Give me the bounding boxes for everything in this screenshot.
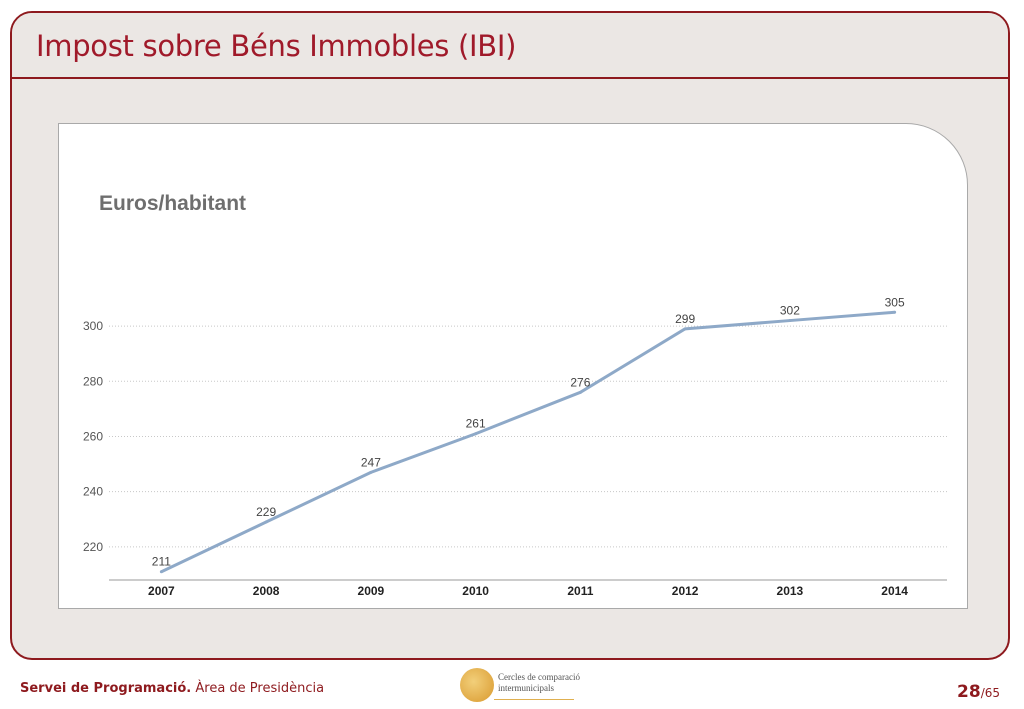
data-label-2013: 302 [780, 304, 800, 318]
page-total: /65 [980, 686, 1000, 700]
cercles-logo: Cercles de comparació intermunicipals [458, 666, 598, 706]
logo-line2: intermunicipals [498, 683, 554, 693]
page-number: 28/65 [957, 682, 1000, 702]
x-tick-label-2014: 2014 [881, 584, 908, 598]
data-point-2010 [474, 432, 478, 436]
x-tick-label-2012: 2012 [672, 584, 699, 598]
footer-org-normal: Àrea de Presidència [191, 681, 325, 696]
data-point-2008 [264, 520, 268, 524]
data-point-2011 [578, 390, 582, 394]
data-point-2012 [683, 327, 687, 331]
y-tick-label-220: 220 [83, 540, 103, 554]
x-tick-label-2009: 2009 [358, 584, 385, 598]
x-tick-label-2008: 2008 [253, 584, 280, 598]
y-tick-label-240: 240 [83, 485, 103, 499]
footer-organization: Servei de Programació. Àrea de Presidènc… [20, 681, 324, 696]
data-label-2009: 247 [361, 455, 381, 469]
data-point-2007 [159, 570, 163, 574]
x-tick-label-2013: 2013 [777, 584, 804, 598]
x-tick-label-2007: 2007 [148, 584, 175, 598]
logo-text: Cercles de comparació intermunicipals [498, 672, 580, 694]
data-label-2014: 305 [885, 295, 905, 309]
chart-panel: Euros/habitant 220 240 260 280 300 2007 2008 200… [58, 123, 968, 609]
line-chart: Euros/habitant 220 240 260 280 300 2007 2008 200… [83, 192, 947, 598]
data-label-2011: 276 [570, 375, 590, 389]
x-tick-label-2011: 2011 [567, 584, 593, 598]
page-current: 28 [957, 682, 981, 702]
data-point-2009 [369, 470, 373, 474]
slide-frame: Impost sobre Béns Immobles (IBI) Euros/h… [10, 11, 1010, 660]
logo-underline [494, 699, 574, 700]
series-line [160, 310, 895, 574]
data-label-2012: 299 [675, 312, 695, 326]
y-tick-label-260: 260 [83, 429, 103, 443]
footer-org-bold: Servei de Programació. [20, 681, 192, 696]
x-tick-label-2010: 2010 [462, 584, 489, 598]
data-label-2010: 261 [466, 417, 486, 431]
logo-globe-icon [460, 668, 494, 702]
title-bar: Impost sobre Béns Immobles (IBI) [12, 13, 1008, 79]
data-point-2013 [788, 319, 792, 323]
slide-title: Impost sobre Béns Immobles (IBI) [36, 29, 517, 63]
y-tick-label-280: 280 [83, 374, 103, 388]
data-label-2007: 211 [152, 555, 171, 569]
data-label-2008: 229 [256, 505, 276, 519]
logo-line1: Cercles de comparació [498, 672, 580, 682]
data-point-2014 [893, 310, 897, 314]
chart-title: Euros/habitant [99, 192, 246, 215]
y-tick-label-300: 300 [83, 319, 103, 333]
